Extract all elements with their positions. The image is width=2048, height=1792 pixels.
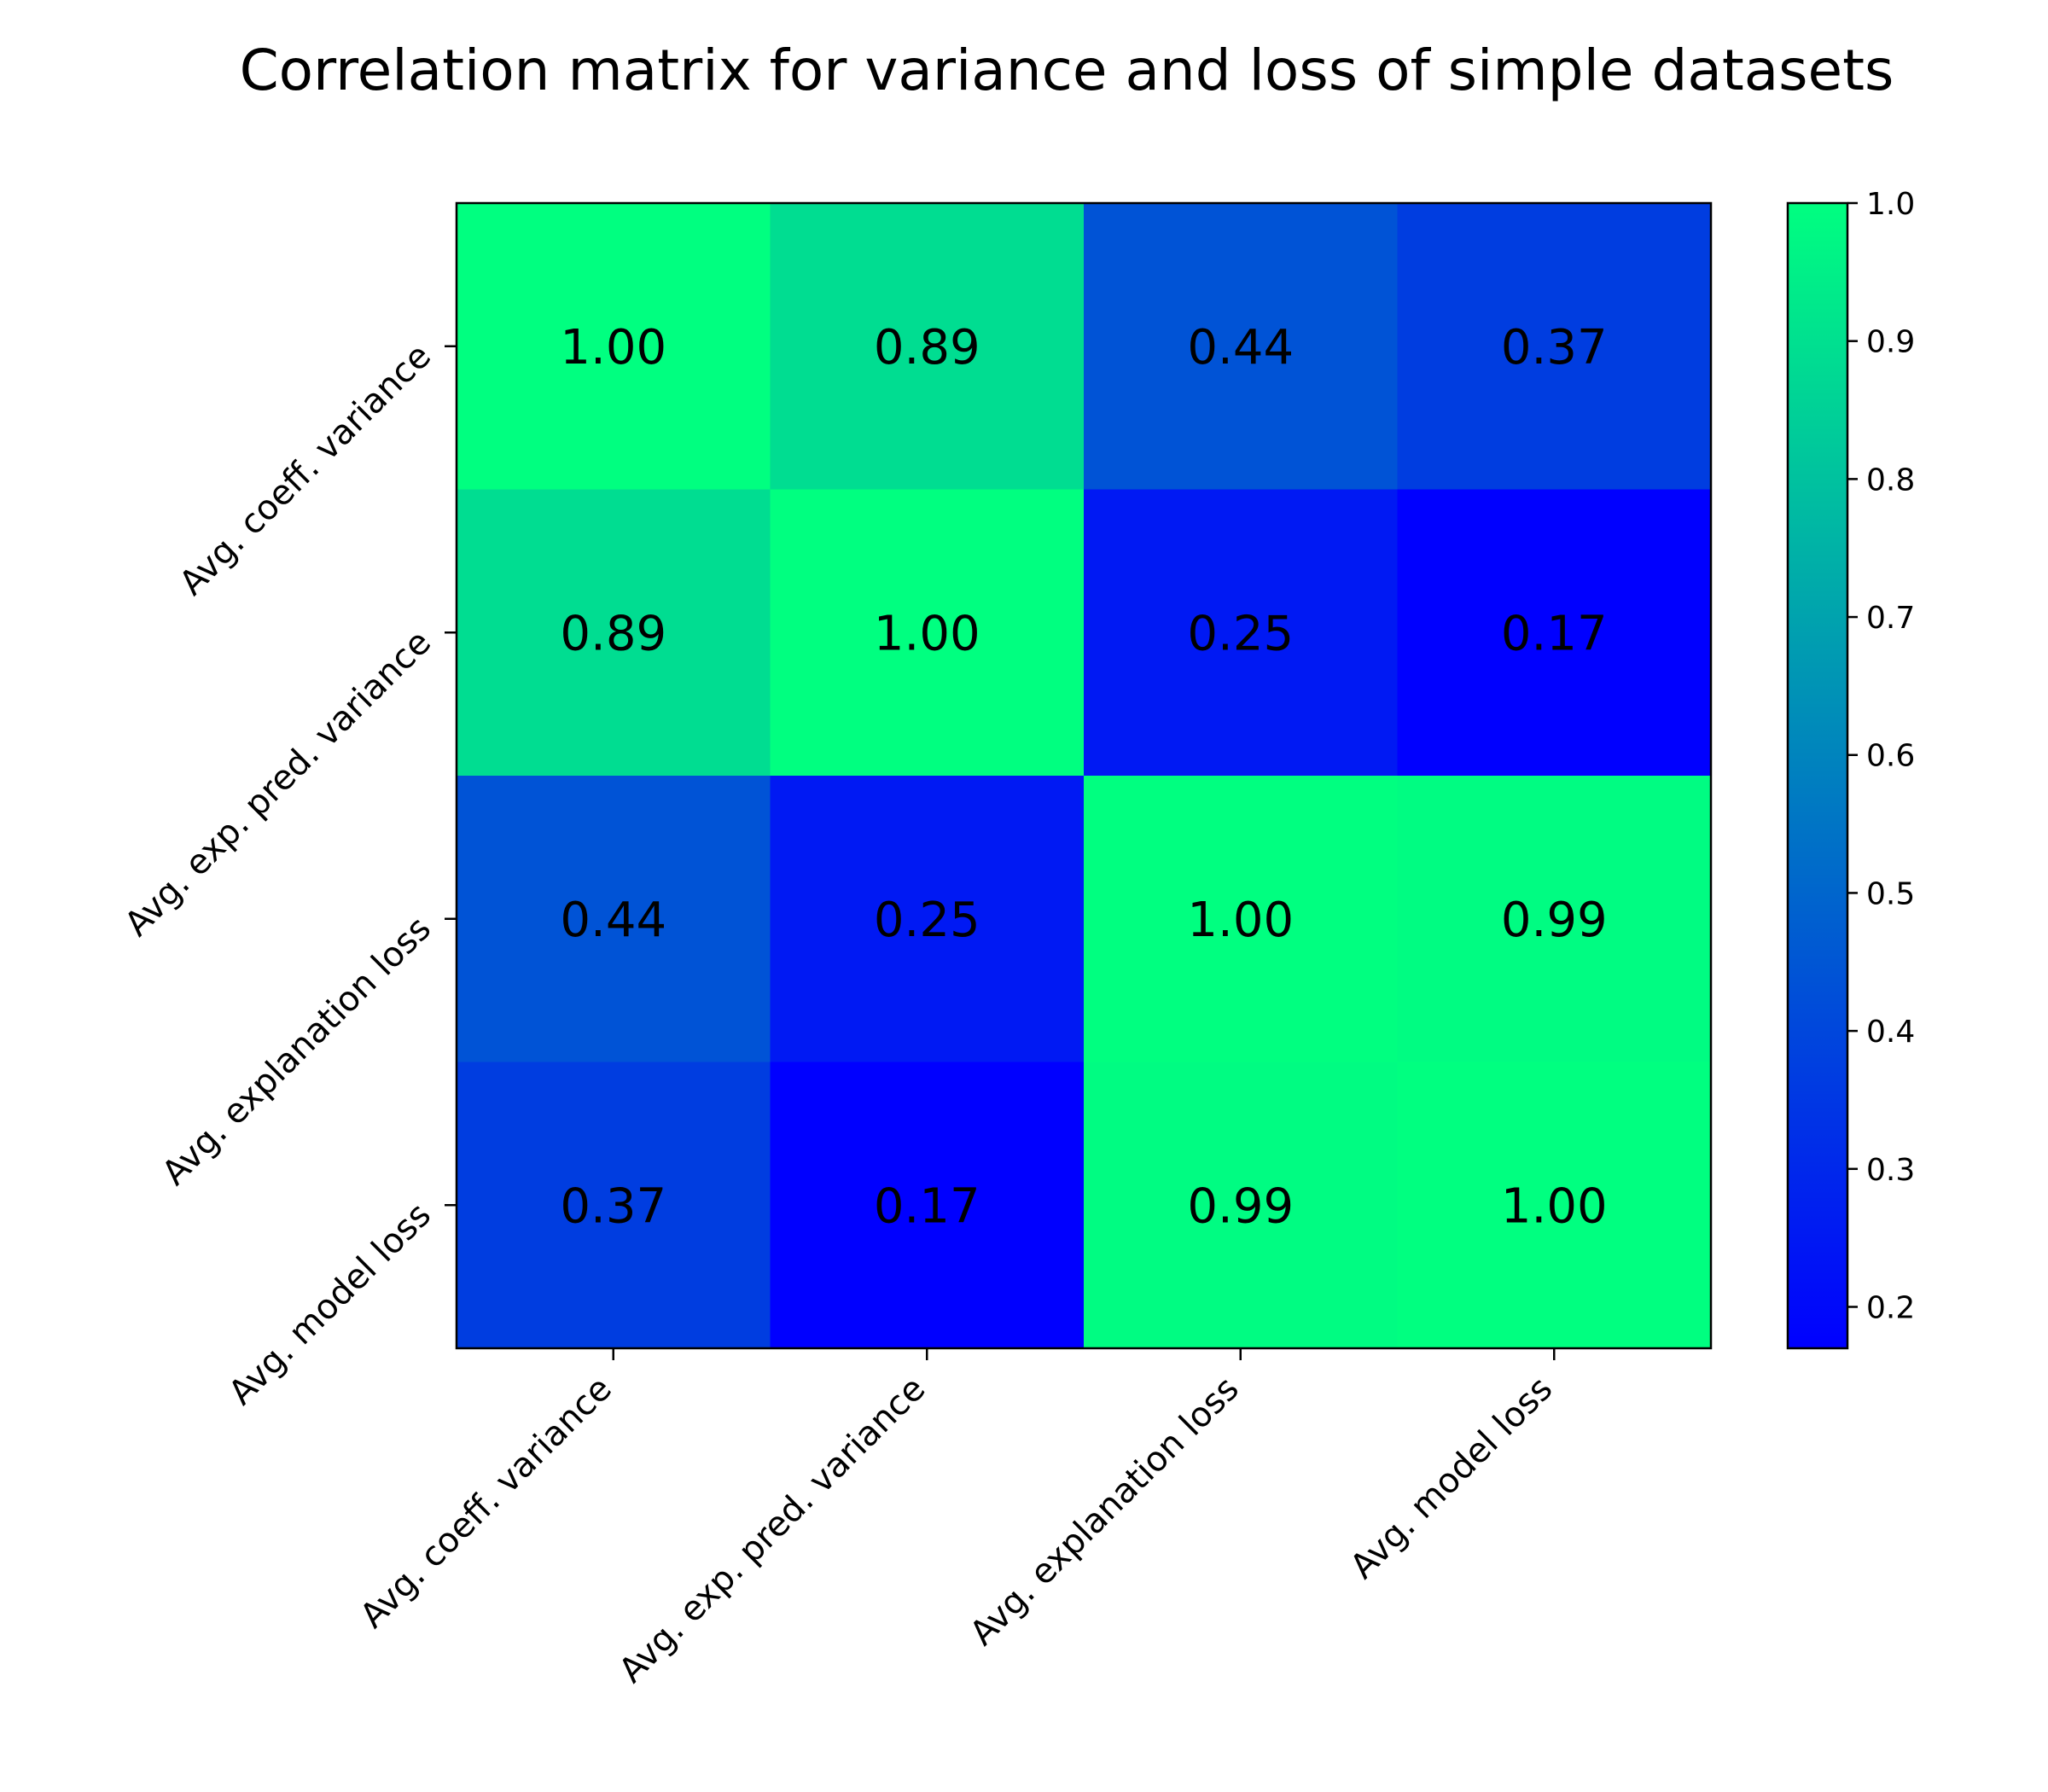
cell-value-label-r3-c3: 1.00 <box>1501 1178 1608 1234</box>
heatmap-cell-r2-c3 <box>1397 776 1712 1062</box>
colorbar-tick-label: 0.2 <box>1866 1290 1915 1325</box>
x-tick-label: Avg. model loss <box>1343 1370 1561 1587</box>
heatmap-cell-r1-c0 <box>457 489 771 777</box>
colorbar-tick-label: 0.9 <box>1866 325 1915 360</box>
cell-value-label-r2-c2: 1.00 <box>1187 893 1294 948</box>
heatmap-cell-r1-c1 <box>770 489 1085 777</box>
heatmap-cell-r0-c2 <box>1084 203 1398 490</box>
cell-value-label-r2-c1: 0.25 <box>874 893 980 948</box>
heatmap-cell-r3-c2 <box>1084 1062 1398 1349</box>
cell-value-label-r0-c1: 0.89 <box>874 320 980 375</box>
x-tick-label: Avg. coeff. variance <box>352 1370 619 1636</box>
heatmap-cell-r2-c0 <box>457 776 771 1062</box>
cell-value-label-r3-c2: 0.99 <box>1187 1178 1294 1234</box>
heatmap-cells <box>457 203 1712 1349</box>
colorbar-tick-label: 0.6 <box>1866 739 1915 774</box>
cell-value-label-r2-c3: 0.99 <box>1501 893 1608 948</box>
heatmap-cell-r1-c3 <box>1397 489 1712 777</box>
y-tick-label: Avg. coeff. variance <box>172 336 439 602</box>
colorbar-tick-label: 0.8 <box>1866 463 1915 497</box>
y-tick-label: Avg. explanation loss <box>154 909 439 1193</box>
plot-frame <box>455 201 1713 1350</box>
colorbar-tick-label: 0.5 <box>1866 876 1915 911</box>
heatmap-cell-r0-c1 <box>770 203 1085 490</box>
colorbar-tick-label: 0.7 <box>1866 601 1915 636</box>
cell-value-label-r0-c0: 1.00 <box>560 320 666 375</box>
heatmap-cell-r0-c3 <box>1397 203 1712 490</box>
cell-value-label-r1-c1: 1.00 <box>874 606 980 661</box>
x-tick-label: Avg. exp. pred. variance <box>612 1370 934 1691</box>
cell-value-label-r3-c0: 0.37 <box>560 1178 666 1234</box>
heatmap-cell-r2-c2 <box>1084 776 1398 1062</box>
cell-value-label-r2-c0: 0.44 <box>560 893 666 948</box>
y-tick-label: Avg. exp. pred. variance <box>118 623 439 945</box>
heatmap-cell-r3-c1 <box>770 1062 1085 1349</box>
heatmap-cell-r3-c0 <box>457 1062 771 1349</box>
cell-value-label-r0-c3: 0.37 <box>1501 320 1608 375</box>
colorbar: 1.0 0.9 0.8 0.7 0.6 0.5 0.4 0.3 0.2 <box>1786 187 1915 1350</box>
colorbar-tick-label: 0.4 <box>1866 1015 1915 1050</box>
x-tick-label: Avg. explanation loss <box>963 1370 1247 1654</box>
chart-title: Correlation matrix for variance and loss… <box>240 38 1894 103</box>
cell-value-label-r1-c0: 0.89 <box>560 606 666 661</box>
colorbar-tick-label: 1.0 <box>1866 187 1915 222</box>
cell-value-label-r3-c1: 0.17 <box>874 1178 980 1234</box>
heatmap-cell-r0-c0 <box>457 203 771 490</box>
heatmap-cell-r3-c3 <box>1397 1062 1712 1349</box>
heatmap-cell-r1-c2 <box>1084 489 1398 777</box>
cell-value-label-r1-c3: 0.17 <box>1501 606 1608 661</box>
heatmap-cell-labels: 1.00 0.89 0.44 0.37 0.89 1.00 0.25 0.17 0.44 0.25… <box>560 320 1607 1235</box>
y-tick-label: Avg. model loss <box>221 1196 439 1413</box>
heatmap-cell-r2-c1 <box>770 776 1085 1062</box>
cell-value-label-r0-c2: 0.44 <box>1187 320 1294 375</box>
cell-value-label-r1-c2: 0.25 <box>1187 606 1294 661</box>
colorbar-gradient <box>1786 201 1849 1350</box>
colorbar-tick-label: 0.3 <box>1866 1153 1915 1188</box>
